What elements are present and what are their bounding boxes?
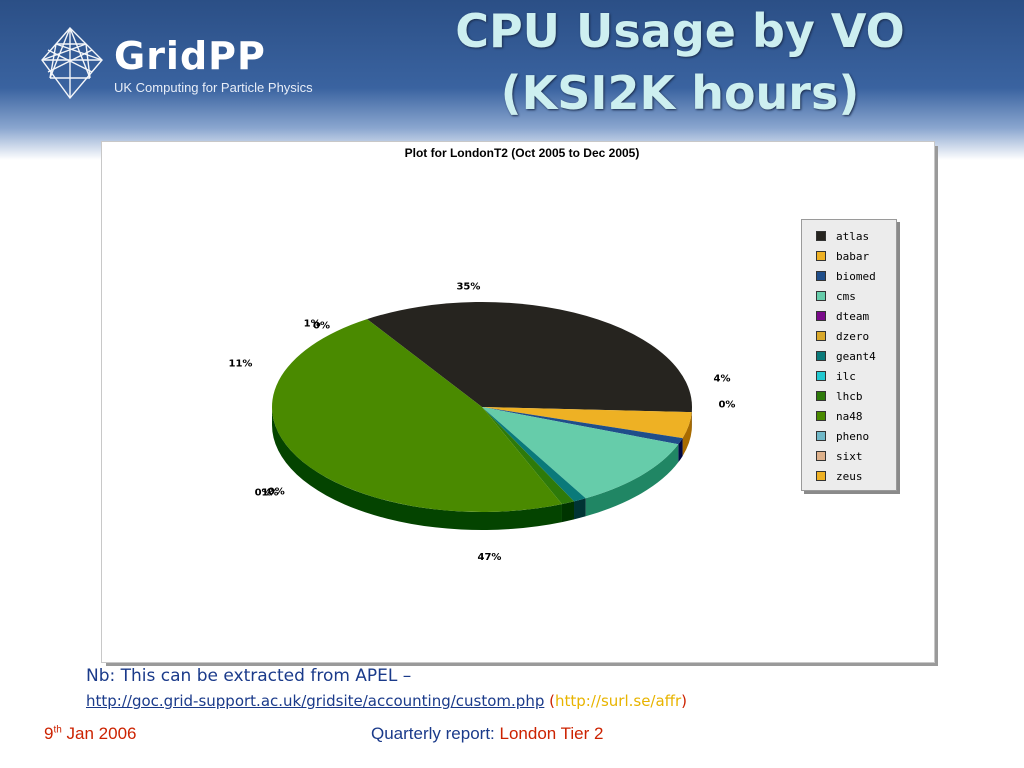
legend-item-cms: cms [816,286,856,306]
legend-label: dteam [836,309,870,323]
pie-side-biomed [678,438,683,463]
logo-tagline: UK Computing for Particle Physics [114,80,313,95]
legend-label: atlas [836,229,870,243]
note-text: Nb: This can be extracted from APEL – [86,666,412,686]
legend-swatch [816,431,826,441]
legend-item-dteam: dteam [816,306,869,326]
paren-open: ( [549,692,555,710]
pie-slice-atlas [367,301,693,413]
slice-label: 4% [714,373,731,384]
legend-item-sixt: sixt [816,446,863,466]
slide-title-line2: (KSI2K hours) [500,66,860,120]
footer-report: Quarterly report: London Tier 2 [371,724,603,744]
legend-label: dzero [836,329,870,343]
chart-legend: atlas babar biomed cms dteam dzero geant4 ilc lh… [801,219,897,491]
legend-item-atlas: atlas [816,226,869,246]
legend-swatch [816,311,826,321]
report-value: London Tier 2 [499,724,604,743]
apel-accounting-link[interactable]: http://goc.grid-support.ac.uk/gridsite/a… [86,692,545,710]
legend-swatch [816,231,826,241]
slice-label: 1% [261,488,278,499]
gridpp-logo: GridPP UK Computing for Particle Physics [30,20,330,110]
slide-title: CPU Usage by VO (KSI2K hours) [390,0,970,124]
pie-side-geant4 [574,498,586,520]
legend-item-na48: na48 [816,406,863,426]
date-month-year: Jan 2006 [66,724,137,743]
legend-label: na48 [836,409,863,423]
pie-side-na48 [272,407,562,530]
legend-item-pheno: pheno [816,426,869,446]
report-label: Quarterly report: [371,724,495,743]
legend-label: pheno [836,429,870,443]
legend-item-ilc: ilc [816,366,856,386]
pie-side-cms [585,444,679,517]
footer-date: 9th Jan 2006 [44,724,137,744]
legend-label: zeus [836,469,863,483]
legend-item-zeus: zeus [816,466,863,486]
legend-label: babar [836,249,870,263]
slide-title-line1: CPU Usage by VO [455,4,905,58]
slice-label: 0% [255,487,272,498]
legend-swatch [816,471,826,481]
chart-title: Plot for LondonT2 (Oct 2005 to Dec 2005) [405,146,640,160]
slice-label: 47% [477,552,501,563]
legend-swatch [816,351,826,361]
legend-label: biomed [836,269,876,283]
legend-swatch [816,291,826,301]
legend-swatch [816,271,826,281]
pie-side-babar [682,412,692,457]
slice-label: 0% [718,400,735,411]
legend-item-lhcb: lhcb [816,386,863,406]
legend-swatch [816,391,826,401]
slice-label: 0% [313,321,330,332]
grid-globe-icon [41,26,103,100]
pie-side-lhcb [561,501,575,523]
date-suffix: th [53,724,62,736]
legend-label: cms [836,289,856,303]
short-link[interactable]: http://surl.se/affr [555,692,682,710]
slice-label: 11% [229,359,253,370]
date-day: 9 [44,724,54,743]
legend-item-dzero: dzero [816,326,869,346]
legend-swatch [816,331,826,341]
legend-item-babar: babar [816,246,869,266]
legend-label: geant4 [836,349,876,363]
legend-swatch [816,251,826,261]
slice-label: 0% [268,487,285,498]
legend-swatch [816,411,826,421]
pie-slice-geant4 [482,407,586,502]
note-links: http://goc.grid-support.ac.uk/gridsite/a… [86,692,687,710]
pie-slice-biomed [482,407,683,445]
header-banner: GridPP UK Computing for Particle Physics… [0,0,1024,160]
legend-label: lhcb [836,389,863,403]
legend-swatch [816,371,826,381]
legend-item-biomed: biomed [816,266,876,286]
slice-label: 35% [456,282,480,293]
pie-slice-babar [482,407,692,439]
pie-slice-cms [482,407,679,499]
pie-slice-lhcb [482,407,575,505]
legend-swatch [816,451,826,461]
legend-label: ilc [836,369,856,383]
slice-label: 1% [304,318,321,329]
pie-chart: Plot for LondonT2 (Oct 2005 to Dec 2005)… [229,146,736,563]
legend-item-geant4: geant4 [816,346,876,366]
pie-slice-na48 [271,319,562,513]
legend-label: sixt [836,449,863,463]
logo-wordmark: GridPP [114,34,266,78]
pie-chart-panel: Plot for LondonT2 (Oct 2005 to Dec 2005)… [101,141,935,663]
paren-close: ) [681,692,688,710]
